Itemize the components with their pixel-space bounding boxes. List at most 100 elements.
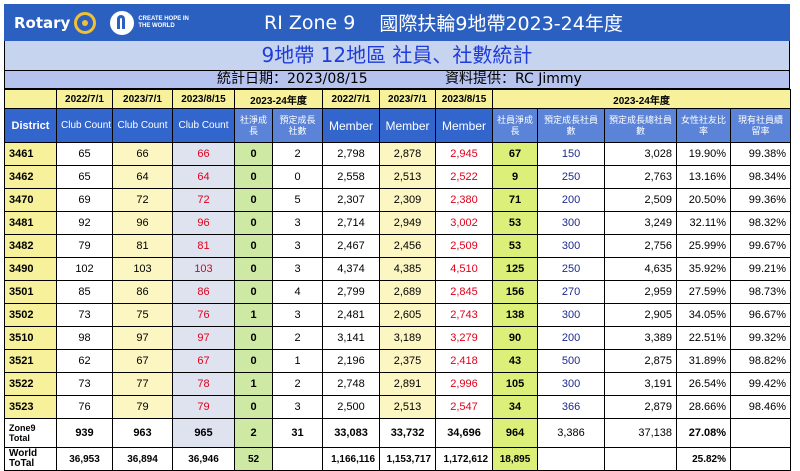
table-cell: 72 xyxy=(112,188,173,212)
table-cell: 77 xyxy=(112,372,173,396)
table-cell: 73 xyxy=(56,303,113,327)
rotary-logo: Rotary xyxy=(14,11,97,34)
table-cell: 43 xyxy=(492,349,539,373)
world-total-label: World ToTal xyxy=(4,447,57,471)
table-cell: 2,547 xyxy=(435,395,494,419)
table-cell: 4,374 xyxy=(322,257,381,281)
table-cell: 32.11% xyxy=(676,211,732,235)
year-header: 2023-24年度 xyxy=(492,89,792,109)
date-header: 2023/7/1 xyxy=(379,89,437,109)
table-cell: 300 xyxy=(537,372,606,396)
table-row: 3461 65 66 66 0 2 2,798 2,878 2,945 67 150 3,028 19.… xyxy=(4,142,792,166)
club-count-header: Club Count xyxy=(112,108,173,143)
table-cell: 64 xyxy=(172,165,235,189)
table-cell: 9 xyxy=(492,165,539,189)
table-cell: 3 xyxy=(271,303,324,327)
table-cell: 2,798 xyxy=(322,142,381,166)
table-cell: 65 xyxy=(56,165,113,189)
rotary-wordmark: Rotary xyxy=(14,13,71,32)
table-cell: 26.54% xyxy=(676,372,732,396)
table-cell: 0 xyxy=(234,280,273,304)
table-cell: 66 xyxy=(172,142,235,166)
table-cell: 2,605 xyxy=(379,303,437,327)
table-cell: 2,756 xyxy=(604,234,678,258)
table-cell: 92 xyxy=(56,211,113,235)
table-cell: 53 xyxy=(492,234,539,258)
table-cell: 2,481 xyxy=(322,303,381,327)
table-cell: 97 xyxy=(172,326,235,350)
table-cell: 27.08% xyxy=(676,418,732,448)
table-cell: 4,385 xyxy=(379,257,437,281)
table-cell: 2,309 xyxy=(379,188,437,212)
table-cell: 2,196 xyxy=(322,349,381,373)
table-cell: 65 xyxy=(56,142,113,166)
table-cell: 71 xyxy=(492,188,539,212)
table-cell: 96 xyxy=(112,211,173,235)
table-cell: 18,895 xyxy=(492,447,539,471)
date-header: 2022/7/1 xyxy=(322,89,381,109)
table-cell: 98.32% xyxy=(730,211,792,235)
member-header: Member xyxy=(322,108,381,143)
hope-circle-icon xyxy=(110,10,135,35)
table-cell: 4 xyxy=(271,280,324,304)
table-cell: 36,894 xyxy=(112,447,173,471)
table-row: 3462 65 64 64 0 0 2,558 2,513 2,522 9 250 2,763 13.1… xyxy=(4,165,792,189)
table-cell: 2,522 xyxy=(435,165,494,189)
table-cell: 3,141 xyxy=(322,326,381,350)
table-cell: 99.42% xyxy=(730,372,792,396)
table-cell: 3 xyxy=(271,395,324,419)
district-cell: 3521 xyxy=(4,349,57,373)
table-cell: 2,513 xyxy=(379,165,437,189)
table-cell: 79 xyxy=(56,234,113,258)
table-cell: 138 xyxy=(492,303,539,327)
table-row: 3502 73 75 76 1 3 2,481 2,605 2,743 138 300 2,905 34… xyxy=(4,303,792,327)
table-cell: 2,418 xyxy=(435,349,494,373)
table-cell: 965 xyxy=(172,418,235,448)
district-cell: 3470 xyxy=(4,188,57,212)
table-cell: 36,946 xyxy=(172,447,235,471)
date-header: 2023/8/15 xyxy=(435,89,494,109)
table-cell: 33,083 xyxy=(322,418,381,448)
table-cell: 2,949 xyxy=(379,211,437,235)
table-cell: 98.82% xyxy=(730,349,792,373)
table-cell: 19.90% xyxy=(676,142,732,166)
club-net-header: 社淨成長 xyxy=(234,108,273,143)
table-cell: 25.82% xyxy=(676,447,732,471)
table-cell: 300 xyxy=(537,303,606,327)
table-cell: 52 xyxy=(234,447,273,471)
zone-total-label: Zone9 Total xyxy=(4,418,57,448)
member-net-header: 社員淨成長 xyxy=(492,108,539,143)
table-cell: 1 xyxy=(271,349,324,373)
table-cell: 2,558 xyxy=(322,165,381,189)
table-cell: 2,875 xyxy=(604,349,678,373)
table-cell: 67 xyxy=(492,142,539,166)
table-cell: 2,689 xyxy=(379,280,437,304)
table-cell xyxy=(604,447,678,471)
table-cell: 72 xyxy=(172,188,235,212)
table-cell: 25.99% xyxy=(676,234,732,258)
table-cell: 2,500 xyxy=(322,395,381,419)
table-cell: 34 xyxy=(492,395,539,419)
table-cell: 4,510 xyxy=(435,257,494,281)
banner-title: RI Zone 9 國際扶輪9地帶2023-24年度 xyxy=(264,4,623,41)
table-cell: 939 xyxy=(56,418,113,448)
retention-header: 現有社員續留率 xyxy=(730,108,792,143)
table-row: 3482 79 81 81 0 3 2,467 2,456 2,509 53 300 2,756 25.… xyxy=(4,234,792,258)
table-cell: 53 xyxy=(492,211,539,235)
table-cell: 97 xyxy=(112,326,173,350)
table-cell: 200 xyxy=(537,326,606,350)
table-cell: 36,953 xyxy=(56,447,113,471)
table-cell: 98 xyxy=(56,326,113,350)
subtitle: 9地帶 12地區 社員、社數統計 xyxy=(4,41,790,70)
table-cell: 28.66% xyxy=(676,395,732,419)
district-cell: 3523 xyxy=(4,395,57,419)
zone-total-row: Zone9 Total 939 963 965 2 31 33,083 33,7… xyxy=(4,418,792,448)
district-cell: 3462 xyxy=(4,165,57,189)
table-cell: 2 xyxy=(271,326,324,350)
stats-table: 2022/7/1 2023/7/1 2023/8/15 2023-24年度 20… xyxy=(4,89,792,471)
table-cell: 33,732 xyxy=(379,418,437,448)
table-cell: 1 xyxy=(234,303,273,327)
table-cell: 13.16% xyxy=(676,165,732,189)
table-cell: 5 xyxy=(271,188,324,212)
district-header: District xyxy=(4,108,57,143)
